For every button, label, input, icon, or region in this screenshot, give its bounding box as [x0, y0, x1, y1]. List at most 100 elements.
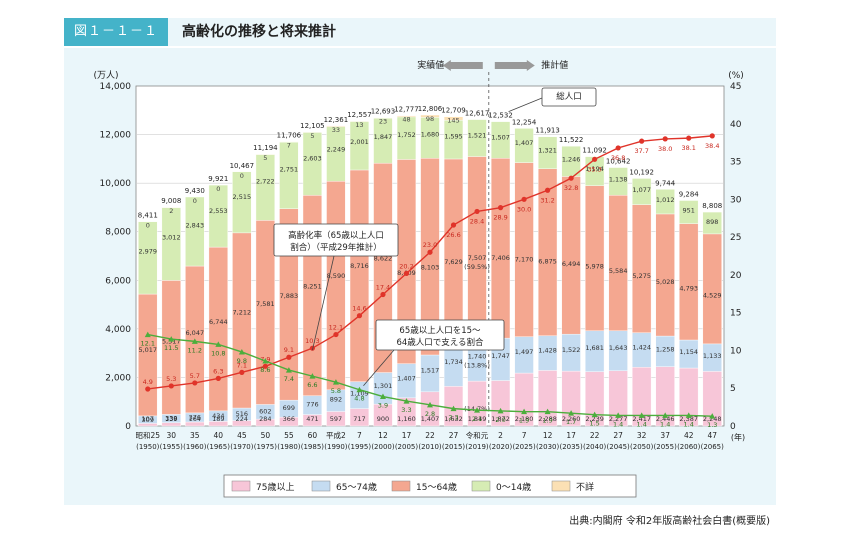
bar-segment: [514, 128, 534, 163]
category-label: 17: [566, 431, 576, 440]
segment-value-label: 5,028: [656, 278, 675, 286]
segment-value-label: 2,515: [233, 193, 252, 201]
segment-value-label: 1,872: [491, 415, 510, 423]
unknown-value-label: 5: [310, 132, 314, 140]
segment-value-label: 5,584: [609, 267, 628, 275]
segment-value-label: 5,275: [632, 272, 651, 280]
segment-value-label: 284: [259, 415, 271, 423]
segment-value-label: 951: [683, 207, 695, 215]
segment-value-label: 2,843: [185, 222, 204, 230]
chart-svg: 0 2,000 4,000 6,000 8,000 10,000 12,000 14,000 0…: [93, 59, 745, 498]
total-callout-box: [541, 87, 597, 107]
total-callout-line1: 総人口: [556, 91, 582, 102]
segment-value-label: 699: [283, 404, 295, 412]
line-value-label: 7.1: [237, 361, 247, 369]
line-point: [450, 405, 457, 412]
bar-segment: [490, 158, 511, 339]
line-value-label: 1.9: [519, 417, 529, 425]
line-value-label: 2.3: [448, 414, 458, 422]
segment-value-label: 8,622: [374, 254, 393, 262]
left-tick-label: 14,000: [100, 82, 132, 92]
actual-arrow-shaft: [448, 62, 483, 69]
bar-segment: [396, 115, 417, 118]
category-label: 令和元: [466, 430, 489, 440]
bar-segment: [632, 204, 652, 333]
segment-value-label: 309: [142, 416, 154, 424]
total-label: 10,642: [606, 158, 631, 166]
category-year-label: (1965): [207, 443, 231, 451]
segment-value-label: 6,875: [538, 258, 557, 266]
line-value-label: 11.2: [188, 346, 202, 354]
bar-segment: [326, 181, 346, 391]
line-point: [450, 222, 457, 228]
unknown-value-label: 0: [216, 185, 220, 193]
segment-value-label: 1,133: [703, 352, 722, 360]
category-label: 17: [402, 431, 412, 440]
unknown-value-label: 0: [146, 222, 150, 230]
line-value-label: 5.8: [331, 387, 341, 395]
line-value-label: 28.4: [470, 217, 484, 225]
segment-value-label: 189: [212, 415, 224, 423]
x-axis-unit: (年): [731, 432, 745, 442]
unknown-value-label: 2: [169, 207, 173, 215]
line-value-label: 1.4: [613, 420, 623, 428]
segment-value-label: 1,752: [397, 131, 416, 139]
line-value-label: 1.3: [707, 421, 717, 429]
category-label: 22: [590, 431, 600, 440]
segment-value-label: 7,507: [468, 254, 487, 262]
segment-value-label: 1,194: [585, 165, 604, 173]
segment-value-label: 1,258: [656, 345, 675, 353]
line-value-label: 3.3: [401, 406, 411, 414]
segment-value-label: 1,424: [632, 344, 651, 352]
segment-value-label: 1,407: [421, 415, 440, 423]
segment-value-label: 366: [283, 415, 295, 423]
bar-segment: [561, 176, 581, 335]
segment-value-label: 1,643: [609, 344, 628, 352]
line-value-label: 9.1: [284, 346, 294, 354]
total-label: 12,709: [441, 107, 466, 115]
left-tick-label: 10,000: [100, 179, 132, 189]
line-value-label: 37.7: [634, 147, 648, 155]
left-tick-label: 8,000: [105, 228, 131, 238]
unknown-value-label: 48: [402, 116, 410, 124]
total-label: 9,744: [655, 179, 676, 187]
segment-value-label: 164: [189, 415, 201, 423]
segment-value-label: 1,407: [397, 374, 416, 382]
line-value-label: 30.0: [517, 205, 531, 213]
line-point: [215, 341, 222, 347]
line-value-label: 1.4: [637, 420, 647, 428]
unknown-value-label: 98: [426, 115, 434, 123]
segment-value-label: 2,722: [256, 178, 275, 186]
line-point: [380, 291, 386, 298]
bar-segment: [702, 211, 722, 235]
category-year-label: (2000): [371, 443, 395, 451]
bar-segment: [232, 171, 252, 234]
aging-callout-pointer: [312, 255, 335, 351]
unknown-value-label: 33: [332, 126, 340, 134]
bar-segment: [138, 293, 158, 417]
line-point: [356, 313, 363, 319]
category-label: 60: [308, 431, 318, 440]
total-label: 10,192: [629, 168, 654, 176]
line-point: [192, 380, 198, 386]
segment-value-label: 2,248: [703, 415, 722, 423]
total-label: 12,806: [418, 105, 443, 113]
line-point: [662, 136, 668, 142]
line-value-label: 17.4: [376, 284, 390, 292]
total-label: 9,008: [161, 197, 181, 205]
right-tick-label: 35: [730, 158, 741, 168]
segment-value-label: 8,590: [327, 272, 346, 280]
category-label: 37: [660, 431, 670, 440]
line-value-label: 14.6: [352, 305, 366, 313]
right-tick-label: 25: [730, 233, 741, 243]
chart-panel: 0 2,000 4,000 6,000 8,000 10,000 12,000 14,000 0…: [64, 48, 776, 505]
bar-segment: [302, 131, 323, 196]
category-label: 55: [284, 431, 294, 440]
bar-segment: [161, 422, 181, 427]
bar-segment: [702, 233, 722, 345]
segment-value-label: 1,680: [421, 131, 440, 139]
segment-value-label: 2,446: [656, 415, 675, 423]
line-value-label: 4.8: [354, 395, 364, 403]
bar-segment: [255, 153, 275, 155]
right-tick-label: 45: [730, 82, 741, 92]
